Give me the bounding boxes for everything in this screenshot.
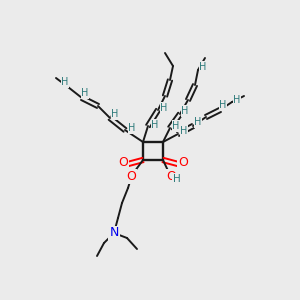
- Text: H: H: [128, 123, 136, 133]
- Text: H: H: [61, 77, 69, 87]
- Text: H: H: [199, 62, 207, 72]
- Text: H: H: [172, 121, 180, 131]
- Text: O: O: [178, 157, 188, 169]
- Text: H: H: [111, 109, 119, 119]
- Text: H: H: [173, 174, 181, 184]
- Text: H: H: [181, 106, 189, 116]
- Text: N: N: [109, 226, 119, 239]
- Text: H: H: [160, 103, 168, 113]
- Text: O: O: [166, 169, 176, 182]
- Text: H: H: [81, 88, 89, 98]
- Text: H: H: [233, 95, 241, 105]
- Text: H: H: [194, 117, 202, 127]
- Text: O: O: [118, 157, 128, 169]
- Text: H: H: [219, 100, 227, 110]
- Text: H: H: [180, 126, 188, 136]
- Text: O: O: [126, 169, 136, 182]
- Text: H: H: [151, 120, 159, 130]
